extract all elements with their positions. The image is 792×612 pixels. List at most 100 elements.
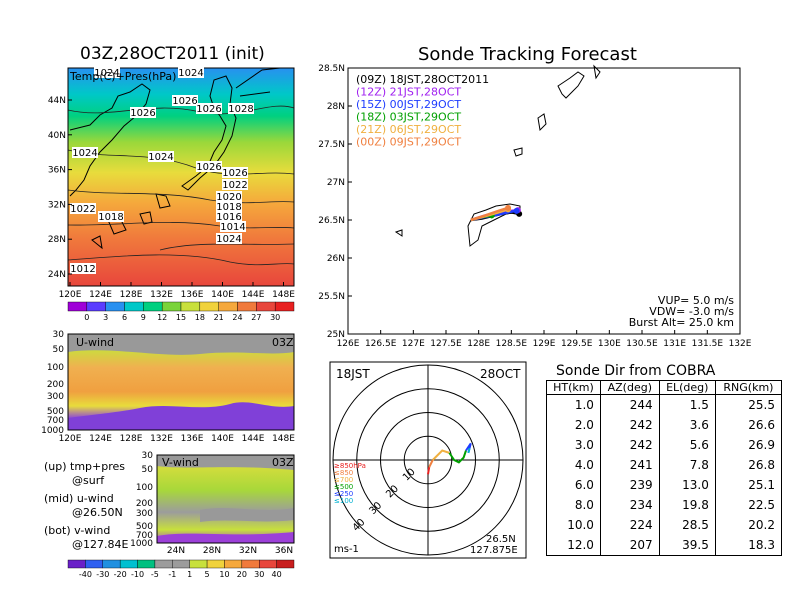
wind-colorbar <box>67 559 295 569</box>
lon-tick-label: 131.5E <box>692 339 724 349</box>
u-wind-lon-ticks: 120E 124E 128E 132E 136E 140E 144E 148E <box>59 434 296 444</box>
mainland-coast <box>69 83 151 197</box>
colorbar-tick-label: 24 <box>232 313 242 322</box>
lon-tick-label: 126.5E <box>365 339 397 349</box>
lon-tick-label: 127E <box>402 339 425 349</box>
u-wind-time: 03Z <box>272 336 294 349</box>
note-mid: (mid) u-wind @26.50N <box>44 492 123 520</box>
table-cell: 8.0 <box>546 494 601 515</box>
param-text: Burst Alt= 25.0 km <box>629 316 734 329</box>
islands-coast <box>139 193 171 225</box>
note-bot-line2: @127.84E <box>72 538 129 551</box>
v-wind-gray <box>157 455 294 470</box>
level-label: ≤100 <box>334 497 353 505</box>
note-mid-line1: (mid) u-wind <box>44 492 114 505</box>
island-outline <box>593 64 601 80</box>
contour-label-bg <box>196 161 222 172</box>
table-row: 3.0 242 5.6 26.9 <box>546 435 783 456</box>
contour-label-bg <box>70 203 96 214</box>
v-wind-label: V-wind <box>162 456 199 469</box>
table-cell: 1.0 <box>546 394 601 416</box>
contour-label-bg <box>72 147 98 158</box>
level-label: ≤250 <box>334 490 353 498</box>
table-cell: 239 <box>599 474 660 495</box>
pressure-tick-label: 200 <box>47 380 64 390</box>
note-up-line1: (up) tmp+pres <box>44 460 126 473</box>
colorbar-tick-label: 15 <box>176 313 186 322</box>
table-cell: 224 <box>599 514 660 535</box>
island-outline <box>537 113 547 132</box>
table-row: 10.0 224 28.5 20.2 <box>546 514 783 535</box>
u-wind-label: U-wind <box>76 336 114 349</box>
pressure-tick-label: 300 <box>47 392 64 402</box>
polar-series <box>427 442 472 475</box>
pressure-tick-label: 500 <box>47 407 64 417</box>
pressure-tick-label: 1000 <box>130 539 153 549</box>
level-label: ≤850 <box>334 469 353 477</box>
colorbar-tick-label: 3 <box>103 313 108 322</box>
table-cell: 4.0 <box>546 455 601 475</box>
lon-tick-label: 132E <box>150 290 173 300</box>
polar-line <box>467 447 471 454</box>
pressure-tick-label: 200 <box>136 499 153 509</box>
contour-label: 1028 <box>228 104 253 115</box>
pressure-tick-label: 100 <box>136 483 153 493</box>
colorbar-tick-label: -30 <box>96 570 109 579</box>
table-cell: 26.8 <box>714 455 783 475</box>
table-cell: 26.9 <box>714 435 783 456</box>
lon-tick-label: 136E <box>181 290 204 300</box>
note-up-line2: @surf <box>72 474 105 487</box>
colorbar-tick-label: 12 <box>157 313 167 322</box>
table-cell: 3.0 <box>546 435 601 456</box>
param-text: VDW= -3.0 m/s <box>649 305 734 318</box>
table-row: 4.0 241 7.8 26.8 <box>546 455 783 475</box>
track-line <box>470 206 509 222</box>
lat-tick-label: 32N <box>239 546 257 556</box>
lon-tick-label: 128E <box>120 290 143 300</box>
contour-label-bg <box>178 67 204 78</box>
header-rng: RNG(km) <box>714 380 783 395</box>
lon-tick-label: 132E <box>729 339 752 349</box>
lon-tick-label: 120E <box>59 434 82 444</box>
lat-tick-label: 25.5N <box>318 292 345 302</box>
wind-colorbar-ticks: -40 -30 -20 -10 -5 -1 1 5 10 20 30 40 <box>79 570 282 579</box>
v-wind-lat-ticks: 24N 28N 32N 36N <box>167 546 293 556</box>
track-endpoint <box>505 204 512 211</box>
colorbar-tick-label: 30 <box>270 313 280 322</box>
colorbar-swatch <box>276 559 295 569</box>
contour-label-bg <box>98 211 124 222</box>
contour-label: 1024 <box>94 68 119 79</box>
table-cell: 10.0 <box>546 514 601 535</box>
sonde-table-body: 1.0 244 1.5 25.5 2.0 242 3.6 26.6 3.0 242 5.6 26.9 4… <box>546 394 783 556</box>
legend-entry: (09Z) 18JST,28OCT2011 <box>356 73 489 86</box>
lon-tick-label: 128.5E <box>496 339 528 349</box>
contour-label: 1016 <box>216 212 241 223</box>
sonde-table-title: Sonde Dir from COBRA <box>556 363 716 379</box>
isobar <box>67 189 295 204</box>
colorbar-tick-label: 1 <box>187 570 192 579</box>
contour-label-bg <box>222 179 248 190</box>
pressure-tick-label: 700 <box>136 531 153 541</box>
polar-levels: ≥850hPa≤850≤700≤500≤250≤100 <box>334 462 366 505</box>
contour-label: 1018 <box>98 212 123 223</box>
lat-tick-label: 28N <box>327 102 345 112</box>
colorbar-tick-label: 21 <box>214 313 224 322</box>
table-cell: 13.0 <box>658 474 716 495</box>
table-cell: 25.5 <box>714 394 783 416</box>
colorbar-tick-label: -5 <box>151 570 159 579</box>
contour-label-bg <box>222 167 248 178</box>
lon-tick-label: 140E <box>211 434 234 444</box>
track-legend: (09Z) 18JST,28OCT2011(12Z) 21JST,28OCT(1… <box>356 73 489 149</box>
contour-label: 1014 <box>220 222 245 233</box>
polar-right-date: 28OCT <box>480 367 521 381</box>
legend-entry: (00Z) 09JST,29OCT <box>356 136 461 149</box>
lat-tick-label: 24N <box>48 270 66 280</box>
contour-label: 1024 <box>72 148 97 159</box>
sonde-table: HT(km) AZ(deg) EL(deg) RNG(km) 1.0 244 1.5… <box>546 380 783 556</box>
polar-line <box>432 449 450 461</box>
